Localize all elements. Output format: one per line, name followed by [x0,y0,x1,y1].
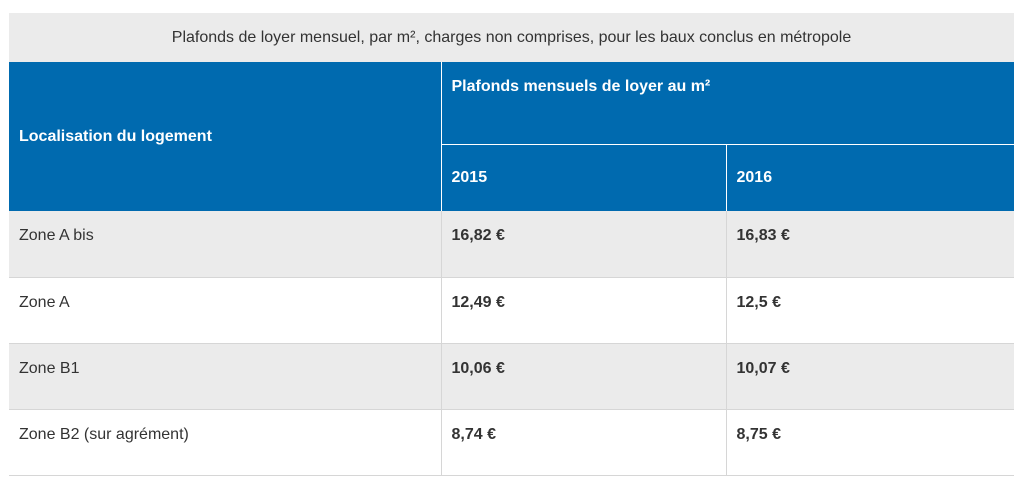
header-group: Plafonds mensuels de loyer au m² [440,62,1015,145]
header-year-2016: 2016 [725,144,1015,211]
zone-cell: Zone B2 (sur agrément) [9,409,441,476]
value-2015-cell: 8,74 € [440,409,726,476]
table-caption: Plafonds de loyer mensuel, par m², charg… [9,13,1015,62]
value-2015-cell: 16,82 € [440,211,726,278]
rent-ceiling-table-container: Plafonds de loyer mensuel, par m², charg… [9,13,1015,476]
zone-cell: Zone A bis [9,211,441,278]
value-2015-cell: 12,49 € [440,277,726,344]
header-location: Localisation du logement [9,62,441,211]
value-2016-cell: 16,83 € [725,211,1015,278]
value-2015-cell: 10,06 € [440,343,726,410]
table-row: Zone B1 10,06 € 10,07 € [9,343,1015,410]
table-row: Zone B2 (sur agrément) 8,74 € 8,75 € [9,409,1015,476]
table-row: Zone A bis 16,82 € 16,83 € [9,211,1015,278]
header-year-2015: 2015 [440,144,726,211]
value-2016-cell: 12,5 € [725,277,1015,344]
zone-cell: Zone B1 [9,343,441,410]
value-2016-cell: 8,75 € [725,409,1015,476]
value-2016-cell: 10,07 € [725,343,1015,410]
rent-ceiling-table: Plafonds de loyer mensuel, par m², charg… [9,13,1015,476]
table-row: Zone A 12,49 € 12,5 € [9,277,1015,344]
zone-cell: Zone A [9,277,441,344]
